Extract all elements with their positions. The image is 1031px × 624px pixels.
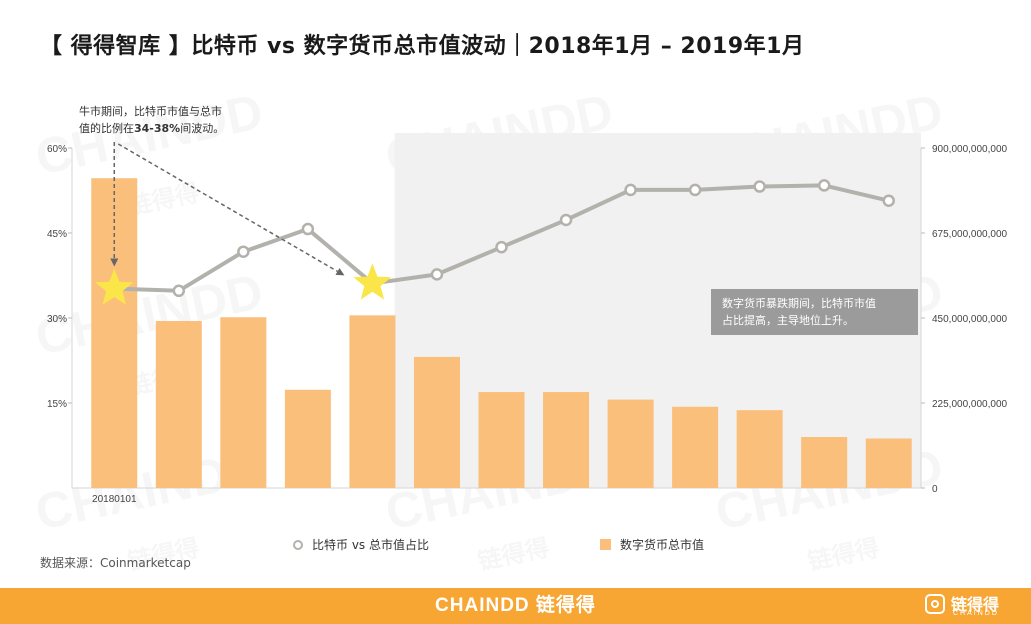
legend-bar-swatch [600,539,611,550]
footer-bar: CHAINDD 链得得 链得得 CHAINDD [0,588,1031,624]
line-point [301,222,315,236]
star-icon [95,268,134,305]
bar [478,392,525,488]
bar [672,406,719,488]
right-tick-label: 0 [932,484,938,495]
footer-logo-cn: 链得得 [951,595,1000,614]
line-point [172,284,186,298]
star-icon [353,263,392,300]
bar [607,399,654,488]
legend-label-line: 比特币 vs 总市值占比 [312,537,429,552]
footer-logo: 链得得 CHAINDD [925,591,1021,621]
watermark-cn: 链得得 [805,534,881,576]
bar [91,178,138,488]
left-tick-label: 45% [47,229,67,240]
legend-line-marker [293,540,303,550]
note-line-1: 牛市期间，比特币市值与总市 [79,104,222,118]
bar-series [91,178,912,488]
line-point [882,194,895,207]
callout-box [711,289,918,335]
line-point [495,240,508,254]
line-markers [172,179,895,298]
watermark-cn: 链得得 [475,534,551,576]
left-tick-label: 30% [47,314,67,325]
line-point [688,183,702,197]
arrow-vertical-head [110,258,119,267]
right-tick-label: 900,000,000,000 [932,144,1008,155]
legend-label-bar: 数字货币总市值 [620,537,704,552]
right-tick-label: 675,000,000,000 [932,229,1008,240]
bar [801,437,848,488]
line-point [624,183,637,197]
right-tick-label: 450,000,000,000 [932,314,1008,325]
right-tick-label: 225,000,000,000 [932,399,1008,410]
arrow-diagonal-head [335,267,345,276]
chart: CHAINDD链得得CHAINDD链得得CHAINDD链得得CHAINDD链得得… [47,104,1008,576]
line-point [817,179,831,192]
highlight-stars [95,263,392,305]
legend: 比特币 vs 总市值占比 数字货币总市值 [293,537,704,552]
bar [736,410,783,488]
data-source: 数据来源：Coinmarketcap [40,556,191,570]
line-point [753,180,766,193]
chart-title: 【 得得智库 】比特币 vs 数字货币总市值波动｜2018年1月 – 2019年… [40,34,805,59]
bar [413,356,460,488]
note-line-2: 值的比例在34-38%间波动。 [79,121,224,135]
bar [865,438,912,488]
footer-brand: CHAINDD 链得得 [435,595,596,616]
bar [543,392,590,488]
callout-line-2: 占比提高，主导地位上升。 [722,313,854,327]
bar [155,321,202,488]
chain-logo-icon [925,594,945,614]
line-point [237,245,250,258]
bar [284,389,331,488]
line-point [559,213,573,227]
line-point [430,268,444,281]
bar [349,315,396,488]
left-tick-label: 15% [47,399,67,410]
x-tick-label: 20180101 [92,494,137,505]
bar [220,317,267,488]
callout-line-1: 数字货币暴跌期间，比特币市值 [722,296,876,310]
left-tick-label: 60% [47,144,67,155]
footer-logo-en: CHAINDD [953,610,999,617]
annotations: 牛市期间，比特币市值与总市 值的比例在34-38%间波动。 数字货币暴跌期间，比… [79,104,918,335]
arrow-diagonal [117,143,338,273]
